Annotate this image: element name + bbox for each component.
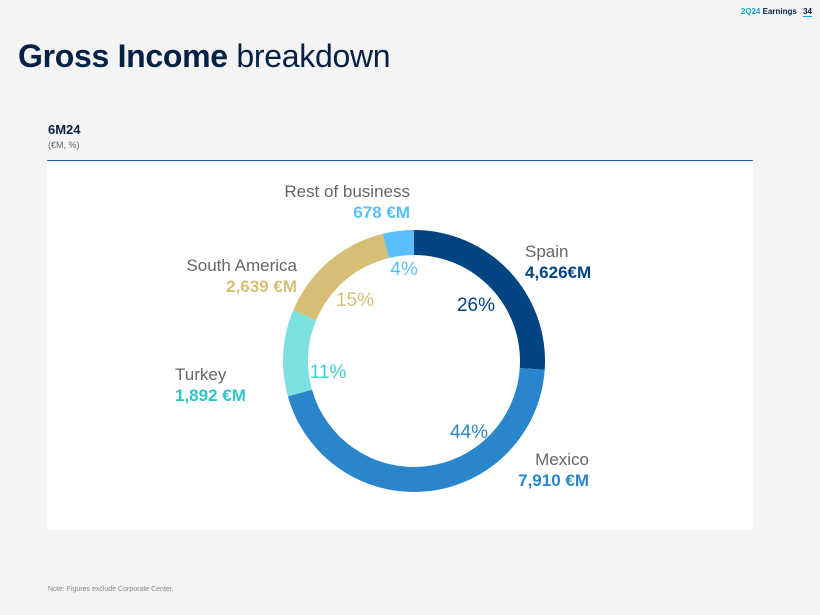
period-label: 6M24 [48,122,81,137]
page-number: 34 [803,7,812,17]
percent-spain: 26% [457,295,495,316]
label-value-rest-of-business: 678 €M [353,203,410,222]
label-name-rest-of-business: Rest of business [284,182,410,201]
label-name-mexico: Mexico [535,450,589,469]
percent-mexico: 44% [450,422,488,443]
slice-mexico [287,368,545,493]
percent-south-america: 15% [336,290,374,311]
divider [47,160,753,161]
chart-panel: Spain 4,626€M 26% Mexico 7,910 €M 44% Turkey 1,… [47,161,753,530]
label-value-mexico: 7,910 €M [518,471,589,490]
units-label: (€M, %) [48,140,80,150]
page-title-bold: Gross Income [18,38,228,74]
label-value-spain: 4,626€M [525,263,591,282]
percent-turkey: 11% [310,362,347,383]
slice-south-america [293,233,389,321]
footnote: Note: Figures exclude Corporate Center. [48,586,174,593]
slice-turkey [283,310,317,397]
label-value-turkey: 1,892 €M [175,386,246,405]
label-name-spain: Spain [525,242,568,261]
label-value-south-america: 2,639 €M [226,277,297,296]
donut-chart: Spain 4,626€M 26% Mexico 7,910 €M 44% Turkey 1,… [175,182,591,493]
report-tag: 2Q24 Earnings 34 [740,7,812,17]
slice-rest-of-business [382,230,414,259]
slice-spain [414,230,545,370]
label-name-south-america: South America [186,256,297,275]
label-name-turkey: Turkey [175,365,227,384]
report-period: 2Q24 [740,7,761,16]
percent-rest-of-business: 4% [390,259,418,280]
report-label: Earnings [762,7,797,16]
page-title-rest: breakdown [236,38,391,74]
page-title: Gross Income breakdown [18,38,391,75]
